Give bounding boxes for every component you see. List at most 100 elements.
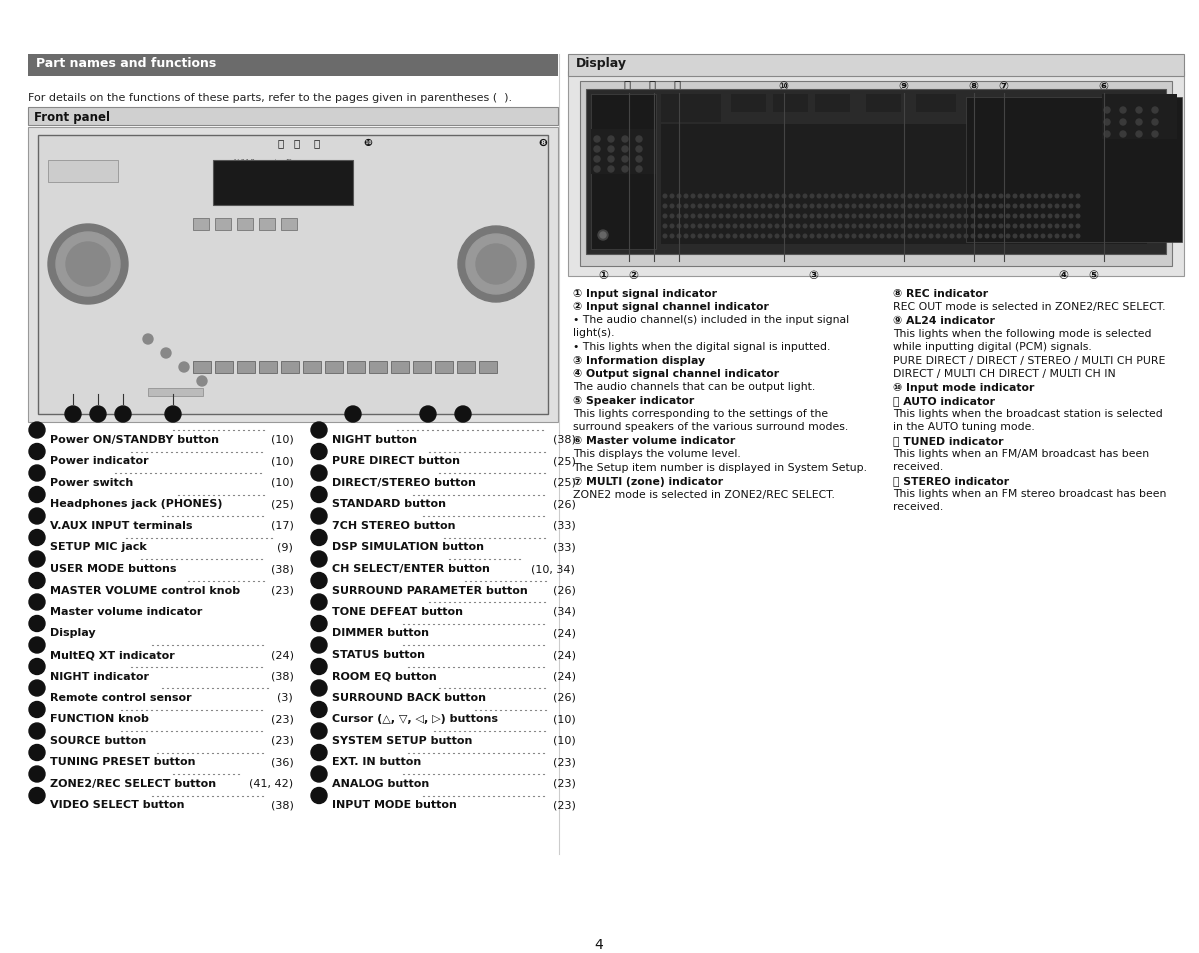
Circle shape — [458, 227, 534, 303]
Text: USER MODE buttons: USER MODE buttons — [50, 563, 176, 574]
Circle shape — [957, 235, 960, 238]
Bar — [568, 55, 1183, 77]
Bar — [815, 95, 850, 112]
Circle shape — [993, 215, 996, 218]
Circle shape — [691, 225, 694, 229]
Circle shape — [740, 195, 743, 198]
Circle shape — [789, 235, 793, 238]
Circle shape — [691, 195, 694, 198]
Circle shape — [866, 225, 869, 229]
Circle shape — [1077, 215, 1080, 218]
Circle shape — [754, 215, 758, 218]
Circle shape — [796, 235, 800, 238]
Circle shape — [796, 215, 800, 218]
Text: This lights when the broadcast station is selected: This lights when the broadcast station i… — [893, 409, 1163, 418]
Circle shape — [754, 195, 758, 198]
Bar — [347, 361, 364, 374]
Circle shape — [978, 215, 982, 218]
Circle shape — [1020, 205, 1024, 209]
Circle shape — [776, 205, 779, 209]
Circle shape — [1135, 132, 1141, 138]
Text: 30: 30 — [313, 662, 325, 671]
Text: (10): (10) — [271, 477, 294, 488]
Circle shape — [880, 235, 884, 238]
Circle shape — [824, 195, 827, 198]
Circle shape — [663, 215, 667, 218]
Circle shape — [734, 205, 737, 209]
Circle shape — [761, 235, 765, 238]
Circle shape — [986, 235, 989, 238]
Bar — [866, 95, 900, 112]
Circle shape — [594, 157, 600, 163]
Circle shape — [705, 225, 709, 229]
Circle shape — [685, 225, 688, 229]
Circle shape — [860, 215, 863, 218]
Text: EXT. IN button: EXT. IN button — [332, 757, 421, 767]
Circle shape — [311, 487, 327, 503]
Text: 8: 8 — [34, 577, 40, 585]
Circle shape — [908, 195, 911, 198]
Circle shape — [944, 235, 947, 238]
Text: This lights when an FM stereo broadcast has been: This lights when an FM stereo broadcast … — [893, 489, 1167, 498]
Bar — [215, 219, 231, 231]
Circle shape — [685, 195, 688, 198]
Circle shape — [782, 235, 785, 238]
Text: (34): (34) — [553, 606, 576, 617]
Bar — [412, 361, 430, 374]
Text: ❶: ❶ — [68, 410, 78, 419]
Bar — [435, 361, 453, 374]
Text: SETUP MIC jack: SETUP MIC jack — [50, 542, 146, 552]
Text: 4: 4 — [595, 937, 603, 951]
Circle shape — [852, 225, 856, 229]
Text: Headphones jack (PHONES): Headphones jack (PHONES) — [50, 499, 223, 509]
Circle shape — [734, 195, 737, 198]
Circle shape — [1020, 235, 1024, 238]
Circle shape — [311, 723, 327, 740]
Circle shape — [978, 205, 982, 209]
Text: Master volume indicator: Master volume indicator — [50, 606, 203, 617]
Circle shape — [727, 225, 730, 229]
Circle shape — [1028, 195, 1031, 198]
Text: NIGHT button: NIGHT button — [332, 435, 417, 444]
Circle shape — [1135, 120, 1141, 126]
Circle shape — [811, 195, 814, 198]
Circle shape — [677, 235, 681, 238]
Circle shape — [1006, 195, 1010, 198]
Circle shape — [685, 215, 688, 218]
Circle shape — [622, 167, 628, 172]
Circle shape — [776, 195, 779, 198]
Circle shape — [866, 235, 869, 238]
Circle shape — [1006, 205, 1010, 209]
Circle shape — [908, 235, 911, 238]
Text: The Setup item number is displayed in System Setup.: The Setup item number is displayed in Sy… — [573, 462, 867, 473]
Circle shape — [29, 680, 46, 697]
Text: SOURCE button: SOURCE button — [50, 735, 146, 745]
Bar — [237, 361, 255, 374]
Text: (23): (23) — [553, 800, 576, 810]
Text: 7CH STEREO button: 7CH STEREO button — [332, 520, 456, 531]
Circle shape — [311, 509, 327, 524]
Bar — [28, 108, 558, 126]
Circle shape — [978, 225, 982, 229]
Text: DTS: DTS — [819, 99, 830, 104]
Circle shape — [622, 137, 628, 143]
Circle shape — [754, 205, 758, 209]
Circle shape — [999, 215, 1002, 218]
Circle shape — [1041, 215, 1044, 218]
Circle shape — [986, 215, 989, 218]
Circle shape — [476, 245, 516, 285]
Circle shape — [311, 573, 327, 589]
Circle shape — [66, 243, 110, 287]
Circle shape — [880, 225, 884, 229]
Circle shape — [866, 195, 869, 198]
Bar — [215, 361, 233, 374]
Text: ⑥: ⑥ — [1098, 80, 1108, 92]
Bar — [237, 219, 253, 231]
Circle shape — [852, 235, 856, 238]
Circle shape — [845, 225, 849, 229]
Circle shape — [608, 157, 614, 163]
Circle shape — [831, 215, 835, 218]
Circle shape — [887, 225, 891, 229]
Bar — [966, 98, 1182, 243]
Circle shape — [1077, 205, 1080, 209]
